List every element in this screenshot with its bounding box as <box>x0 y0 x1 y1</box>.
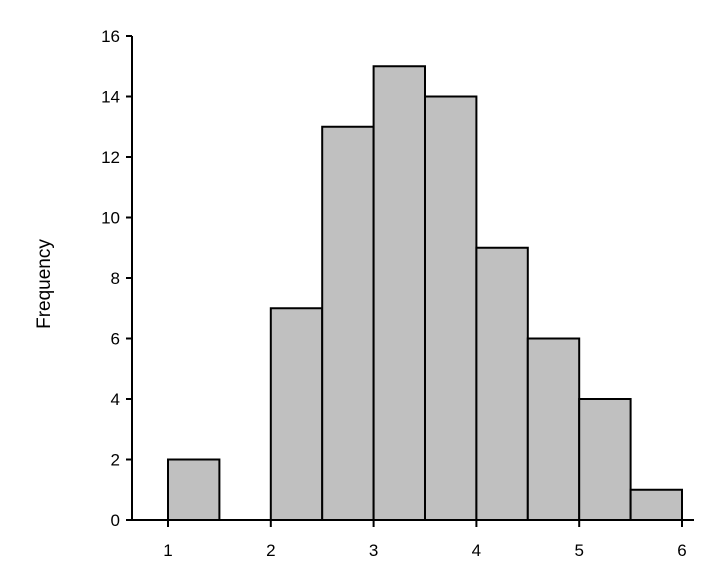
histogram-bar <box>269 307 324 521</box>
y-tick-label: 8 <box>111 269 120 288</box>
x-ticks: 1 2 3 4 5 6 <box>163 520 687 560</box>
x-tick-label: 5 <box>574 541 583 560</box>
y-tick-label: 16 <box>101 27 120 46</box>
x-tick-label: 2 <box>266 541 275 560</box>
y-tick-label: 6 <box>111 330 120 349</box>
y-tick-label: 12 <box>101 148 120 167</box>
y-tick-label: 14 <box>101 88 120 107</box>
x-tick-label: 1 <box>163 541 172 560</box>
y-ticks: 0 2 4 6 8 10 12 14 16 <box>101 27 132 530</box>
histogram-bar <box>629 488 683 521</box>
histogram-bar <box>526 337 581 521</box>
histogram-bar <box>424 95 478 521</box>
y-tick-label: 4 <box>111 390 120 409</box>
y-tick-label: 2 <box>111 451 120 470</box>
x-tick-label: 4 <box>472 541 481 560</box>
x-tick-label: 3 <box>369 541 378 560</box>
x-tick-label: 6 <box>677 541 686 560</box>
y-tick-label: 10 <box>101 209 120 228</box>
bars-layer <box>167 65 683 521</box>
histogram-bar <box>475 246 529 521</box>
y-tick-label: 0 <box>111 511 120 530</box>
histogram-bar <box>321 125 375 521</box>
histogram-bar <box>578 398 632 521</box>
histogram-bar <box>167 458 221 521</box>
y-axis-title: Frequency <box>34 239 55 329</box>
histogram-bar <box>372 65 427 521</box>
